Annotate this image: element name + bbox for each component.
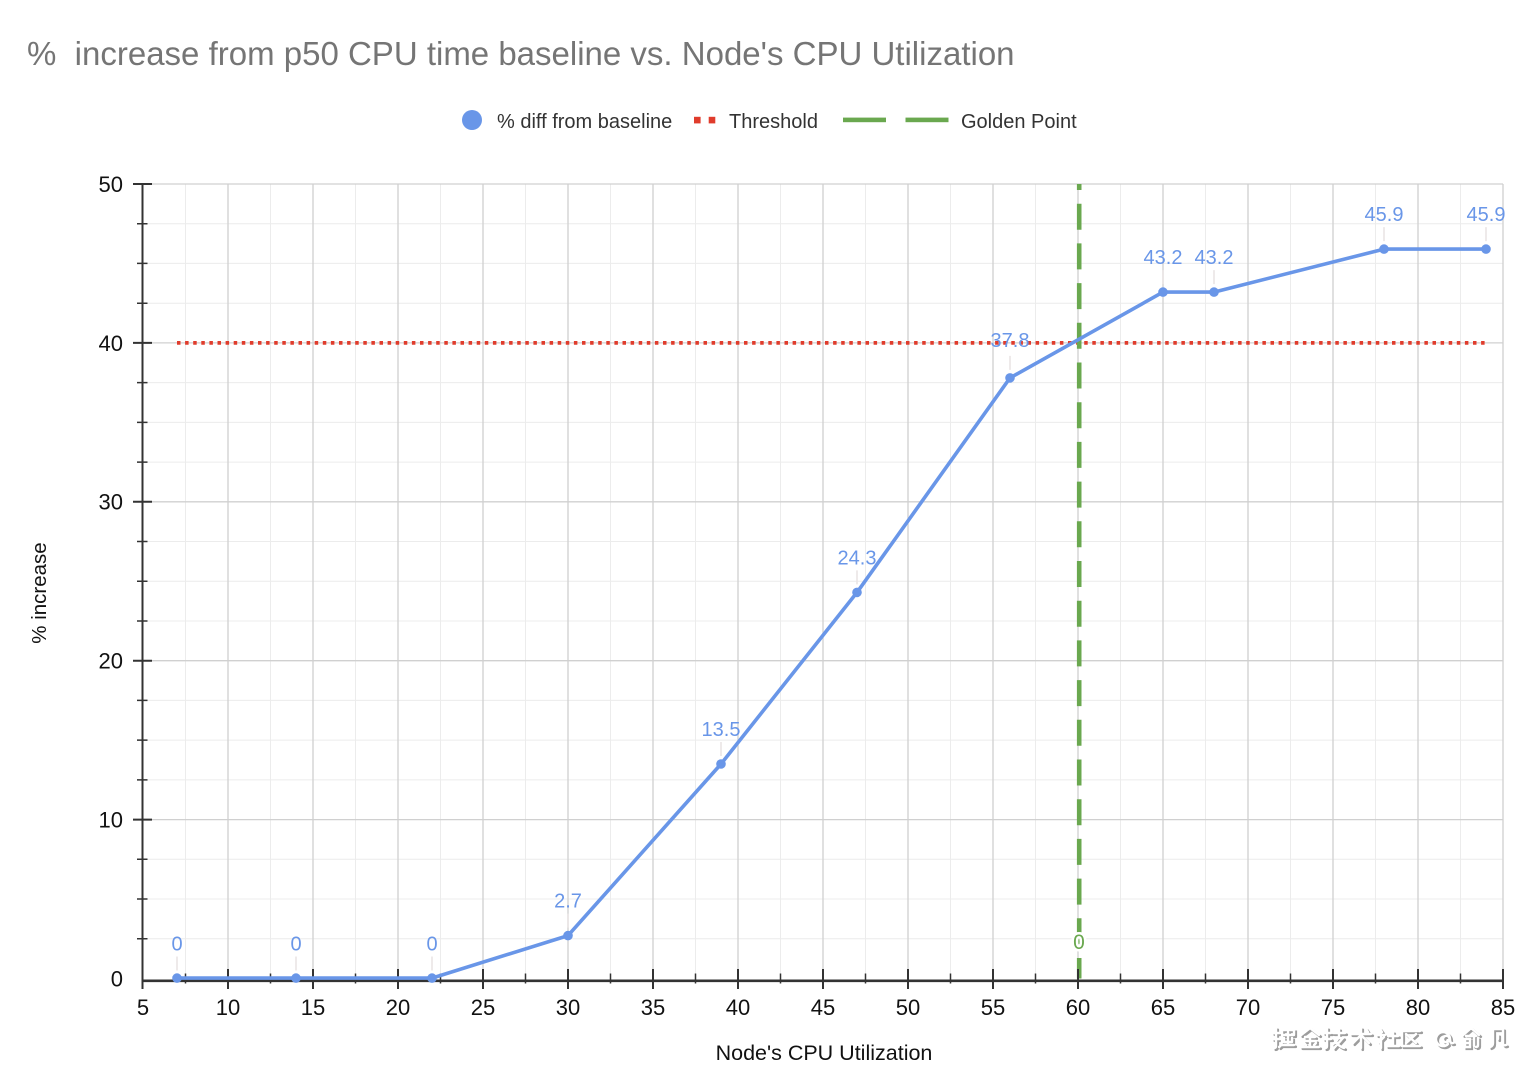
svg-text:Golden Point: Golden Point (961, 111, 1077, 133)
svg-text:50: 50 (896, 995, 920, 1020)
svg-text:24.3: 24.3 (838, 547, 877, 569)
svg-text:Node's CPU Utilization: Node's CPU Utilization (716, 1041, 933, 1065)
svg-text:43.2: 43.2 (1195, 247, 1234, 269)
svg-text:Threshold: Threshold (729, 111, 818, 133)
svg-text:10: 10 (216, 995, 240, 1020)
svg-text:% increase from p50 CPU time: % increase from p50 CPU time baseline vs… (27, 35, 1015, 72)
svg-text:25: 25 (471, 995, 495, 1020)
svg-text:40: 40 (99, 331, 123, 356)
svg-text:37.8: 37.8 (991, 330, 1030, 352)
svg-text:2.7: 2.7 (554, 891, 582, 913)
svg-text:45: 45 (811, 995, 835, 1020)
svg-text:35: 35 (641, 995, 665, 1020)
svg-text:30: 30 (99, 490, 123, 515)
svg-text:45.9: 45.9 (1467, 204, 1506, 226)
svg-text:75: 75 (1321, 995, 1345, 1020)
svg-text:% increase: % increase (28, 542, 51, 643)
svg-text:30: 30 (556, 995, 580, 1020)
svg-text:0: 0 (426, 934, 437, 956)
svg-text:80: 80 (1406, 995, 1430, 1020)
svg-text:0: 0 (111, 966, 123, 991)
svg-text:60: 60 (1066, 995, 1090, 1020)
svg-text:45.9: 45.9 (1365, 204, 1404, 226)
svg-text:70: 70 (1236, 995, 1260, 1020)
svg-text:50: 50 (99, 172, 123, 197)
svg-text:40: 40 (726, 995, 750, 1020)
svg-text:20: 20 (99, 649, 123, 674)
svg-text:0: 0 (171, 934, 182, 956)
svg-text:15: 15 (301, 995, 325, 1020)
svg-text:% diff from baseline: % diff from baseline (497, 111, 672, 133)
svg-text:10: 10 (99, 808, 123, 833)
svg-text:13.5: 13.5 (702, 719, 741, 741)
svg-text:0: 0 (1073, 931, 1085, 954)
svg-text:43.2: 43.2 (1144, 247, 1183, 269)
svg-text:65: 65 (1151, 995, 1175, 1020)
svg-text:55: 55 (981, 995, 1005, 1020)
svg-text:20: 20 (386, 995, 410, 1020)
svg-text:5: 5 (137, 995, 149, 1020)
svg-text:0: 0 (290, 934, 301, 956)
svg-text:85: 85 (1491, 995, 1515, 1020)
